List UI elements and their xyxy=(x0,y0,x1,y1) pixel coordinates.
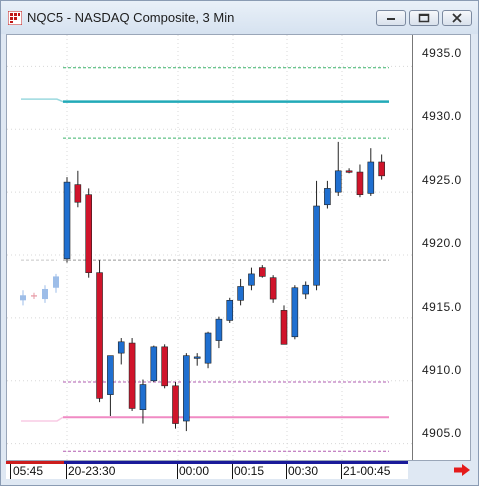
close-icon xyxy=(452,13,462,23)
candle-body-up xyxy=(237,286,244,301)
candle-body-down xyxy=(259,267,266,277)
title-bar[interactable]: NQC5 - NASDAQ Composite, 3 Min xyxy=(1,1,478,34)
candle-body-down xyxy=(280,310,288,345)
prev-candle-body xyxy=(53,276,59,288)
candle-body-up xyxy=(324,188,331,206)
candle-body-up xyxy=(367,161,375,194)
candle-body-down xyxy=(345,170,353,173)
plot-area xyxy=(7,35,413,460)
candle-body-down xyxy=(161,346,168,387)
candle-body-up xyxy=(248,273,255,286)
candle-body-up xyxy=(63,181,71,260)
candle-body-up xyxy=(226,300,234,321)
close-button[interactable] xyxy=(442,10,472,26)
candle-body-up xyxy=(139,384,147,411)
candle-body-down xyxy=(356,171,364,195)
time-label: 20-23:30 xyxy=(68,464,116,478)
time-label: 21-00:45 xyxy=(343,464,391,478)
time-tick-mark xyxy=(66,464,67,479)
prev-candle-body xyxy=(31,295,37,297)
price-tick: 4910.0 xyxy=(422,363,462,377)
time-label: 00:15 xyxy=(234,464,265,478)
session-marker xyxy=(6,461,64,464)
chart-area[interactable]: 4935.0 4930.0 4925.0 4920.0 4915.0 4910.… xyxy=(6,34,471,461)
candle-body-down xyxy=(96,272,103,399)
maximize-button[interactable] xyxy=(409,10,439,26)
candle-body-up xyxy=(150,346,158,382)
candle-body-down xyxy=(172,385,179,424)
candle-body-down xyxy=(378,161,385,177)
price-tick: 4925.0 xyxy=(422,173,462,187)
minimize-button[interactable] xyxy=(376,10,406,26)
candle-body-up xyxy=(204,332,212,364)
candle-body-down xyxy=(128,342,136,409)
prev-level-line-pink xyxy=(21,416,64,422)
candle-body-up xyxy=(183,355,190,422)
time-tick-mark xyxy=(10,464,11,479)
candle-body-up xyxy=(193,356,201,359)
price-tick: 4920.0 xyxy=(422,236,462,250)
window-title: NQC5 - NASDAQ Composite, 3 Min xyxy=(27,10,235,25)
candle-body-up xyxy=(107,355,114,395)
candle-body-down xyxy=(74,184,82,203)
candle-body-up xyxy=(313,205,320,286)
prev-candle-body xyxy=(42,288,48,300)
price-tick: 4935.0 xyxy=(422,46,462,60)
price-tick: 4930.0 xyxy=(422,109,462,123)
time-label: 00:00 xyxy=(179,464,210,478)
scroll-right-arrow-icon[interactable] xyxy=(453,463,471,477)
chart-app-icon xyxy=(8,11,22,25)
time-axis[interactable]: 05:45 20-23:30 00:00 00:15 00:30 21-00:4… xyxy=(6,461,408,479)
time-label: 00:30 xyxy=(288,464,319,478)
time-tick-mark xyxy=(341,464,342,479)
price-plot[interactable] xyxy=(7,35,412,460)
price-tick: 4915.0 xyxy=(422,300,462,314)
candle-body-up xyxy=(291,287,299,338)
candle-body-up xyxy=(302,284,310,295)
maximize-icon xyxy=(418,13,430,23)
prev-level-line-teal xyxy=(21,98,64,103)
candle-body-up xyxy=(334,170,342,193)
time-label: 05:45 xyxy=(13,464,44,478)
candle-body-up xyxy=(117,341,125,354)
candle-body-down xyxy=(85,194,92,273)
time-tick-mark xyxy=(177,464,178,479)
candle-body-down xyxy=(269,277,277,300)
price-tick: 4905.0 xyxy=(422,426,462,440)
time-tick-mark xyxy=(232,464,233,479)
minimize-icon xyxy=(387,18,395,20)
prev-candle-body xyxy=(20,295,26,301)
time-tick-mark xyxy=(286,464,287,479)
candle-body-up xyxy=(215,318,223,341)
